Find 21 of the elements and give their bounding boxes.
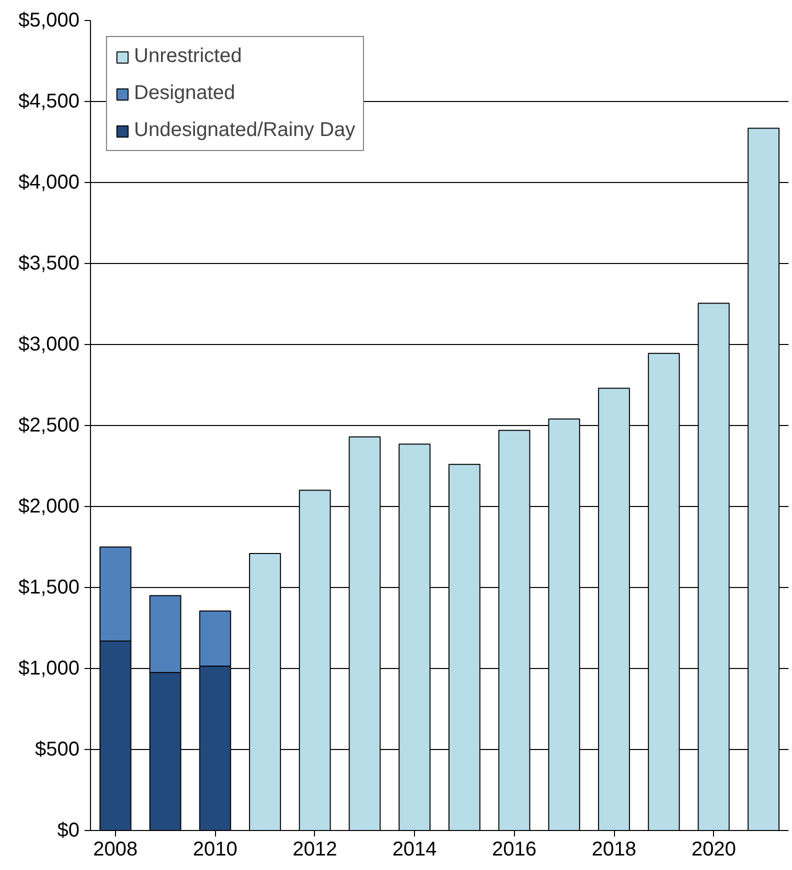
y-tick-label: $1,500 bbox=[18, 576, 80, 598]
y-tick-label: $1,000 bbox=[18, 658, 80, 680]
y-tick-label: $3,000 bbox=[18, 334, 80, 356]
x-tick-label: 2008 bbox=[93, 838, 138, 860]
y-tick-label: $4,500 bbox=[18, 90, 80, 112]
y-tick-label: $0 bbox=[57, 820, 80, 842]
x-tick-label: 2014 bbox=[392, 838, 437, 860]
legend-label: Unrestricted bbox=[134, 45, 242, 68]
x-tick-label: 2018 bbox=[592, 838, 636, 860]
y-tick-label: $2,000 bbox=[18, 496, 80, 518]
legend-label: Undesignated/Rainy Day bbox=[134, 119, 356, 142]
x-tick-label: 2020 bbox=[691, 838, 736, 860]
y-tick-label: $2,500 bbox=[18, 414, 80, 436]
legend-label: Designated bbox=[134, 82, 236, 105]
y-tick-label: $3,500 bbox=[18, 252, 80, 274]
y-tick-label: $500 bbox=[35, 738, 80, 760]
x-tick-label: 2016 bbox=[492, 838, 537, 860]
x-tick-label: 2010 bbox=[192, 838, 238, 860]
x-tick-label: 2012 bbox=[292, 838, 338, 860]
y-tick-label: $4,000 bbox=[18, 172, 80, 194]
y-tick-label: $5,000 bbox=[18, 10, 80, 32]
